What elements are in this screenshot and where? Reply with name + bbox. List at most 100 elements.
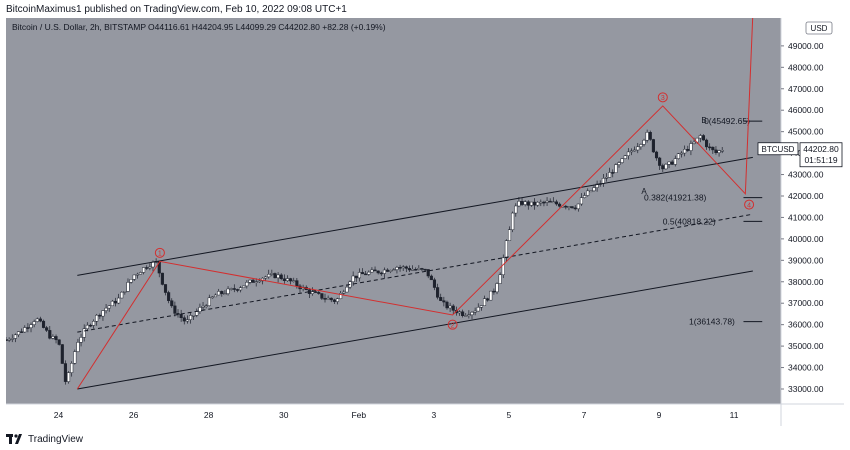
candle <box>417 268 421 270</box>
candle <box>645 132 649 141</box>
candle <box>95 314 99 322</box>
candle <box>376 270 380 274</box>
candle <box>526 201 530 206</box>
wave-count-line <box>76 18 754 390</box>
candle <box>79 337 83 343</box>
candle <box>511 212 515 230</box>
candle <box>370 269 374 273</box>
last-price-tag <box>799 142 843 168</box>
candle <box>123 291 127 293</box>
candle <box>32 321 36 325</box>
candle <box>10 338 14 340</box>
candle <box>429 275 433 281</box>
fib-level-label: 0.5(40818.22) <box>663 216 716 226</box>
candle <box>264 276 268 279</box>
candle <box>101 310 105 317</box>
candle <box>276 274 280 279</box>
candle <box>73 351 77 364</box>
x-tick-label: 26 <box>129 410 139 420</box>
x-tick-label: 24 <box>54 410 64 420</box>
candle <box>67 372 71 382</box>
candle <box>20 331 24 333</box>
candle <box>686 148 690 151</box>
y-tick-label: 38000.00 <box>788 277 824 287</box>
candle <box>701 135 705 141</box>
wave-label-text: 4 <box>747 202 751 209</box>
candle <box>623 155 627 159</box>
candle <box>217 291 221 296</box>
candle <box>335 298 340 302</box>
y-tick-label: 35000.00 <box>788 341 824 351</box>
symbol-label: BTCUSD <box>762 145 795 154</box>
candle <box>392 269 396 271</box>
candle <box>648 132 652 140</box>
candle <box>148 266 152 269</box>
candle <box>351 275 355 282</box>
candle <box>608 172 612 178</box>
chart-panel[interactable]: 33000.00 34000.00 35000.00 36000.00 37000.00… <box>6 18 844 426</box>
candle <box>545 200 549 203</box>
candle <box>179 314 183 318</box>
candle <box>629 150 634 153</box>
footer-brand[interactable]: TradingView <box>6 432 83 446</box>
price-chart[interactable]: 33000.00 34000.00 35000.00 36000.00 37000.00… <box>6 18 844 426</box>
candle <box>514 205 518 214</box>
candle <box>407 268 412 271</box>
candle <box>292 280 296 282</box>
candle <box>636 146 640 151</box>
candle <box>135 273 139 276</box>
channel-lower-line <box>77 270 753 390</box>
candle <box>35 318 39 322</box>
x-tick-label: 9 <box>657 410 662 420</box>
candle <box>382 269 386 274</box>
candle <box>498 274 502 284</box>
plot-area <box>6 18 781 404</box>
candle <box>661 165 665 170</box>
candle <box>279 274 283 279</box>
candle <box>314 291 318 293</box>
candle <box>698 135 702 139</box>
candle <box>145 267 149 269</box>
candle <box>7 339 11 341</box>
candle <box>41 320 46 328</box>
candle <box>539 201 543 204</box>
candle <box>476 306 480 312</box>
candle <box>210 296 214 299</box>
channel-middle-line <box>77 213 753 333</box>
candle <box>201 305 205 308</box>
x-tick-label: 3 <box>431 410 436 420</box>
candle <box>232 288 236 290</box>
candle <box>332 299 336 302</box>
candle <box>489 290 493 301</box>
x-tick-label: 28 <box>204 410 214 420</box>
candle <box>142 267 146 273</box>
candle <box>711 146 715 151</box>
candle <box>345 286 349 293</box>
candle <box>282 278 286 281</box>
candle <box>254 281 258 283</box>
candle <box>23 327 27 333</box>
candle <box>173 305 177 314</box>
y-tick-label: 41000.00 <box>788 212 824 222</box>
candle <box>92 320 96 326</box>
candle <box>82 328 86 338</box>
candle <box>642 139 646 145</box>
y-tick-label: 47000.00 <box>788 84 824 94</box>
candle <box>204 305 208 307</box>
candle <box>339 293 343 299</box>
candle <box>70 363 74 373</box>
candle <box>113 300 118 304</box>
fib-level-label: 0(45492.65) <box>704 116 750 126</box>
candle <box>583 195 587 198</box>
x-tick-label: 5 <box>507 410 512 420</box>
wave-label: 1 <box>154 247 165 258</box>
candle <box>601 178 605 184</box>
candle <box>223 293 227 295</box>
candle <box>285 278 290 281</box>
wave-label-text: 2 <box>451 322 455 329</box>
candle <box>654 151 659 159</box>
candle <box>167 292 171 301</box>
candle <box>257 280 261 283</box>
candle <box>379 272 383 275</box>
candle <box>76 342 80 352</box>
